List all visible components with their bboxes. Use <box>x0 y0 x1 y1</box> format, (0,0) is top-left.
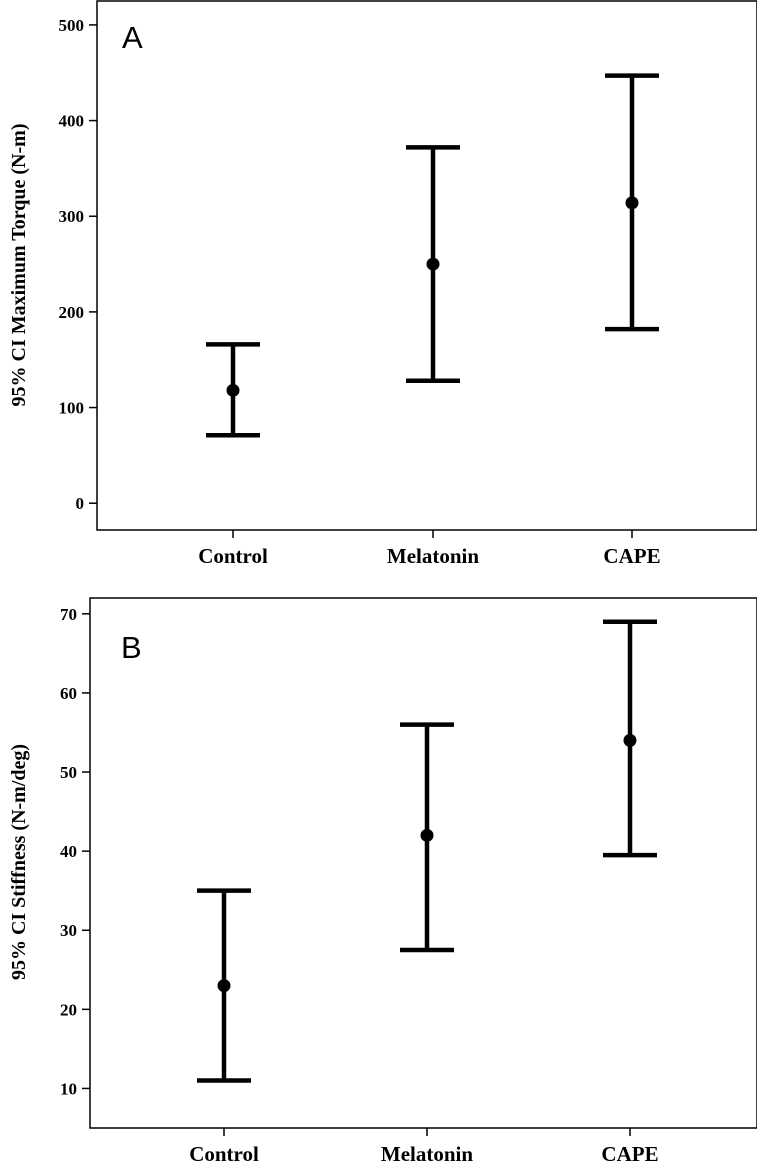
panel-b-letter: B <box>121 630 142 665</box>
panel-b-category-label-melatonin: Melatonin <box>381 1142 473 1166</box>
panel-a-category-label-cape: CAPE <box>603 544 660 568</box>
panel-a-mean-point-cape <box>625 196 639 210</box>
panel-a-y-tick-label: 100 <box>59 399 85 418</box>
panel-b-y-tick-label: 20 <box>60 1000 77 1019</box>
panel-a-y-tick-label: 0 <box>76 494 85 513</box>
panel-b-y-tick-label: 70 <box>60 605 77 624</box>
panel-a-category-label-melatonin: Melatonin <box>387 544 479 568</box>
panel-b-y-tick-label: 30 <box>60 921 77 940</box>
panel-b-error-bars <box>197 619 657 1083</box>
panel-b-frame <box>89 597 757 1129</box>
panel-b-y-axis-title: 95% CI Stiffness (N-m/deg) <box>8 744 30 980</box>
panel-a: A 95% CI Maximum Torque (N-m) 0 100 200 300… <box>8 0 757 568</box>
panel-a-y-tick-label: 300 <box>59 207 85 226</box>
panel-b-category-label-cape: CAPE <box>601 1142 658 1166</box>
panel-a-y-ticks: 0 100 200 300 400 500 <box>59 16 97 513</box>
panel-b: B 95% CI Stiffness (N-m/deg) 10 20 30 40 50 6… <box>8 597 757 1166</box>
panel-a-frame <box>96 0 757 531</box>
panel-a-y-tick-label: 400 <box>59 112 85 131</box>
panel-b-mean-point-melatonin <box>420 828 434 842</box>
panel-b-mean-point-control <box>217 979 231 993</box>
panel-b-mean-point-cape <box>623 733 637 747</box>
panel-a-error-bars <box>206 73 659 438</box>
panel-a-mean-point-control <box>226 383 240 397</box>
panel-b-x-ticks: Control Melatonin CAPE <box>189 1128 659 1166</box>
panel-a-y-tick-label: 200 <box>59 303 85 322</box>
panel-a-y-tick-label: 500 <box>59 16 85 35</box>
panel-b-y-tick-label: 10 <box>60 1079 77 1098</box>
panel-a-category-label-control: Control <box>198 544 268 568</box>
panel-a-mean-point-melatonin <box>426 257 440 271</box>
panel-b-y-tick-label: 40 <box>60 842 77 861</box>
panel-a-y-axis-title: 95% CI Maximum Torque (N-m) <box>8 124 30 407</box>
panel-b-y-tick-label: 50 <box>60 763 77 782</box>
panel-a-x-ticks: Control Melatonin CAPE <box>198 530 661 568</box>
panel-b-category-label-control: Control <box>189 1142 259 1166</box>
panel-b-y-tick-label: 60 <box>60 684 77 703</box>
panel-a-letter: A <box>122 20 143 55</box>
panel-b-y-ticks: 10 20 30 40 50 60 70 <box>60 605 90 1098</box>
